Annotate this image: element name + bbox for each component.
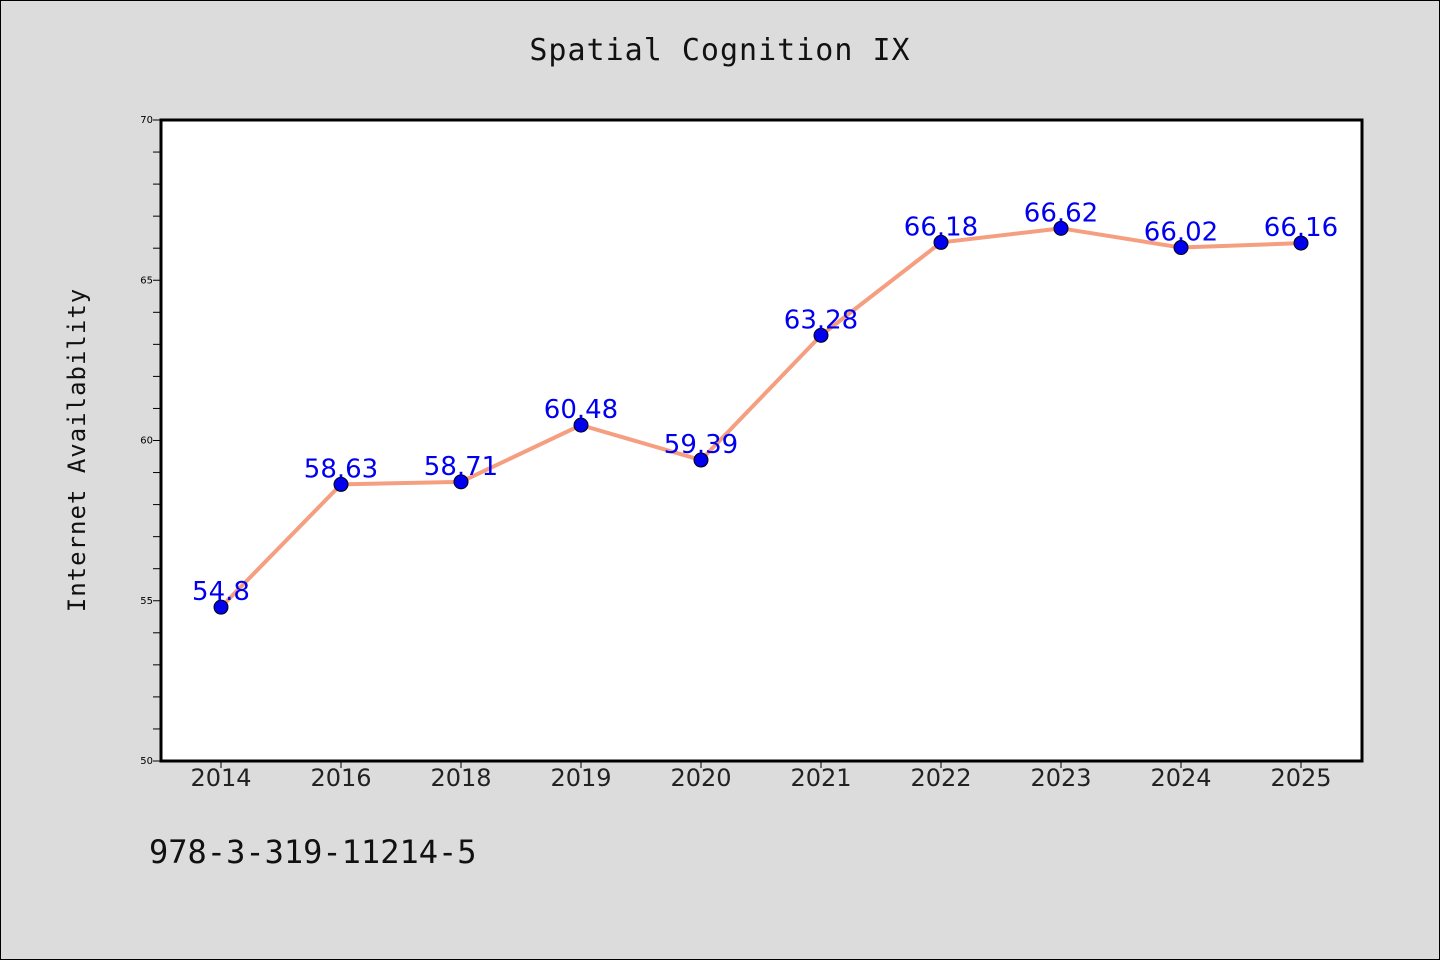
y-tick-label: 70 xyxy=(140,115,153,126)
x-tick-label: 2018 xyxy=(430,764,491,792)
data-label: 59.39 xyxy=(664,430,738,460)
y-tick-label: 60 xyxy=(140,436,153,447)
data-point xyxy=(1293,235,1309,251)
x-tick-label: 2022 xyxy=(910,764,971,792)
data-point xyxy=(213,599,229,615)
x-tick-label: 2020 xyxy=(670,764,731,792)
x-tick-label: 2024 xyxy=(1150,764,1211,792)
x-tick-label: 2019 xyxy=(550,764,611,792)
y-tick-label: 55 xyxy=(140,596,153,607)
data-point xyxy=(693,452,709,468)
x-tick-label: 2016 xyxy=(310,764,371,792)
data-label: 66.62 xyxy=(1024,198,1098,228)
data-label: 58.63 xyxy=(304,454,378,484)
x-tick-label: 2021 xyxy=(790,764,851,792)
data-label: 63.28 xyxy=(784,305,858,335)
isbn-footer: 978-3-319-11214-5 xyxy=(149,833,477,871)
data-point xyxy=(1173,240,1189,256)
data-label: 66.18 xyxy=(904,212,978,242)
x-tick-label: 2023 xyxy=(1030,764,1091,792)
data-label: 60.48 xyxy=(544,395,618,425)
data-point xyxy=(933,234,949,250)
data-point xyxy=(453,474,469,490)
y-tick-label: 50 xyxy=(140,756,153,767)
data-point xyxy=(1053,220,1069,236)
data-label: 66.02 xyxy=(1144,218,1218,248)
data-label: 58.71 xyxy=(424,452,498,482)
x-tick-label: 2025 xyxy=(1270,764,1331,792)
series-line xyxy=(219,226,1303,610)
data-label: 66.16 xyxy=(1264,213,1338,243)
y-tick-label: 65 xyxy=(140,275,153,286)
chart-title: Spatial Cognition IX xyxy=(529,33,911,68)
data-label: 54.8 xyxy=(192,577,250,607)
x-tick-label: 2014 xyxy=(190,764,251,792)
plot-area xyxy=(159,118,1364,763)
data-point xyxy=(573,417,589,433)
data-point xyxy=(333,476,349,492)
data-point xyxy=(813,327,829,343)
